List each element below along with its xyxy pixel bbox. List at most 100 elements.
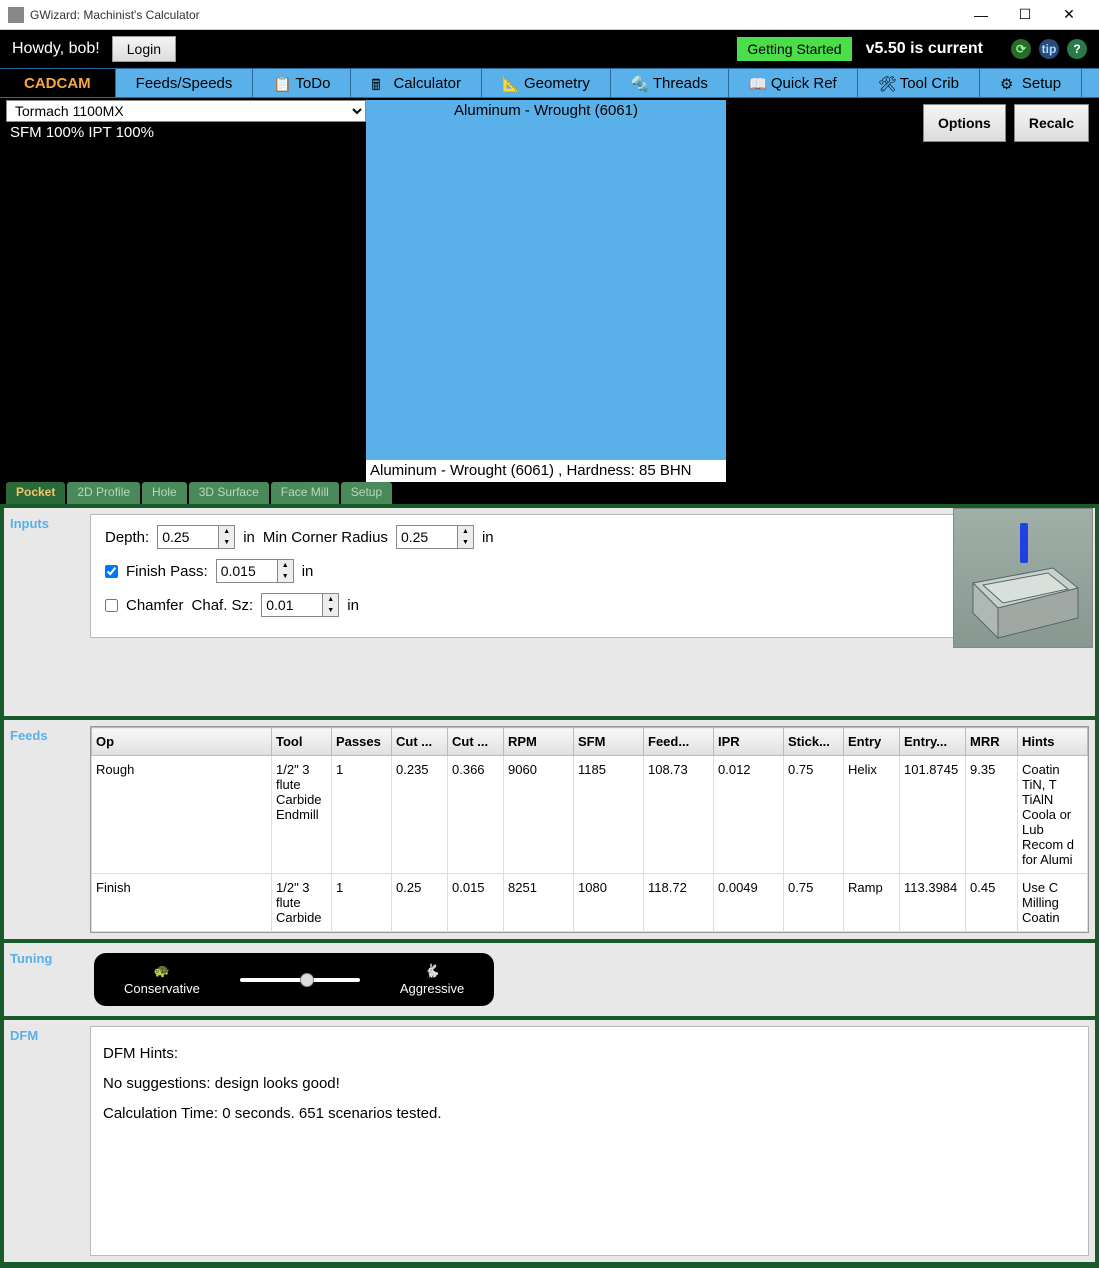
feeds-column-header[interactable]: Cut ... — [392, 728, 448, 756]
chamfer-size-unit: in — [347, 597, 359, 614]
subtab-3d-surface[interactable]: 3D Surface — [189, 482, 269, 504]
chamfer-size-input[interactable]: ▲▼ — [261, 593, 339, 617]
main-tab-bar: CADCAM Feeds/Speeds 📋ToDo 🖩Calculator 📐G… — [0, 68, 1099, 98]
dfm-line-2: Calculation Time: 0 seconds. 651 scenari… — [103, 1099, 1076, 1129]
table-cell: 9.35 — [966, 756, 1018, 874]
up-arrow-icon[interactable]: ▲ — [219, 526, 234, 537]
feeds-column-header[interactable]: Hints — [1018, 728, 1088, 756]
feeds-column-header[interactable]: Passes — [332, 728, 392, 756]
table-cell: 0.012 — [714, 756, 784, 874]
depth-unit: in — [243, 529, 255, 546]
finish-pass-input[interactable]: ▲▼ — [216, 559, 294, 583]
table-cell: 1 — [332, 874, 392, 932]
tab-calculator[interactable]: 🖩Calculator — [351, 69, 482, 97]
feeds-column-header[interactable]: SFM — [574, 728, 644, 756]
corner-radius-unit: in — [482, 529, 494, 546]
tab-threads[interactable]: 🔩Threads — [611, 69, 729, 97]
tab-todo[interactable]: 📋ToDo — [253, 69, 351, 97]
help-icon[interactable]: ? — [1067, 39, 1087, 59]
finish-pass-unit: in — [302, 563, 314, 580]
feeds-column-header[interactable]: Entry — [844, 728, 900, 756]
feeds-column-header[interactable]: Stick... — [784, 728, 844, 756]
feeds-column-header[interactable]: Tool — [272, 728, 332, 756]
tab-geometry[interactable]: 📐Geometry — [482, 69, 611, 97]
feeds-section: Feeds OpToolPassesCut ...Cut ...RPMSFMFe… — [3, 719, 1096, 940]
calculator-icon: 🖩 — [371, 75, 387, 91]
maximize-button[interactable]: ☐ — [1003, 1, 1047, 29]
inputs-section-label: Inputs — [4, 508, 84, 716]
minimize-button[interactable]: — — [959, 1, 1003, 29]
subtab-pocket[interactable]: Pocket — [6, 482, 65, 504]
down-arrow-icon[interactable]: ▼ — [278, 571, 293, 582]
table-cell: 118.72 — [644, 874, 714, 932]
corner-radius-input[interactable]: ▲▼ — [396, 525, 474, 549]
feeds-column-header[interactable]: Entry... — [900, 728, 966, 756]
tab-feeds-speeds[interactable]: Feeds/Speeds — [116, 69, 254, 97]
feeds-column-header[interactable]: Op — [92, 728, 272, 756]
feeds-section-label: Feeds — [4, 720, 84, 939]
hardness-label: Aluminum - Wrought (6061) , Hardness: 85… — [366, 460, 726, 482]
tab-quick-ref[interactable]: 📖Quick Ref — [729, 69, 858, 97]
down-arrow-icon[interactable]: ▼ — [323, 605, 338, 616]
table-cell: 1185 — [574, 756, 644, 874]
conservative-label: Conservative — [124, 981, 200, 996]
app-icon — [8, 7, 24, 23]
quickref-icon: 📖 — [749, 75, 765, 91]
material-banner[interactable]: Aluminum - Wrought (6061) — [366, 100, 726, 460]
finish-pass-checkbox[interactable] — [105, 565, 118, 578]
table-cell: 0.235 — [392, 756, 448, 874]
tab-tool-crib[interactable]: 🛠Tool Crib — [858, 69, 980, 97]
preview-3d-icon — [953, 508, 1093, 648]
recalc-button[interactable]: Recalc — [1014, 104, 1089, 142]
up-arrow-icon[interactable]: ▲ — [278, 560, 293, 571]
depth-input[interactable]: ▲▼ — [157, 525, 235, 549]
table-row[interactable]: Finish1/2" 3 flute Carbide10.250.0158251… — [92, 874, 1088, 932]
options-button[interactable]: Options — [923, 104, 1006, 142]
machine-select[interactable]: Tormach 1100MX — [6, 100, 366, 122]
setup-icon: ⚙ — [1000, 75, 1016, 91]
subtab-hole[interactable]: Hole — [142, 482, 187, 504]
tuning-slider[interactable] — [240, 978, 360, 982]
geometry-icon: 📐 — [502, 75, 518, 91]
feeds-column-header[interactable]: MRR — [966, 728, 1018, 756]
tab-setup[interactable]: ⚙Setup — [980, 69, 1082, 97]
greeting-text: Howdy, bob! — [12, 40, 100, 58]
tuning-slider-thumb[interactable] — [300, 973, 314, 987]
tip-icon[interactable]: tip — [1039, 39, 1059, 59]
feeds-column-header[interactable]: RPM — [504, 728, 574, 756]
corner-radius-label: Min Corner Radius — [263, 529, 388, 546]
chamfer-checkbox[interactable] — [105, 599, 118, 612]
feeds-table: OpToolPassesCut ...Cut ...RPMSFMFeed...I… — [91, 727, 1088, 932]
threads-icon: 🔩 — [631, 75, 647, 91]
getting-started-button[interactable]: Getting Started — [737, 37, 851, 61]
up-arrow-icon[interactable]: ▲ — [458, 526, 473, 537]
up-arrow-icon[interactable]: ▲ — [323, 594, 338, 605]
todo-icon: 📋 — [273, 75, 289, 91]
dfm-section-label: DFM — [4, 1020, 84, 1262]
subtab-2d-profile[interactable]: 2D Profile — [67, 482, 140, 504]
turtle-icon: 🐢 — [154, 963, 170, 979]
table-cell: 9060 — [504, 756, 574, 874]
depth-label: Depth: — [105, 529, 149, 546]
chamfer-label: Chamfer — [126, 597, 184, 614]
content-area: Inputs Depth: ▲▼ in Min Corner Radius ▲▼… — [0, 504, 1099, 1268]
subtab-setup[interactable]: Setup — [341, 482, 392, 504]
table-row[interactable]: Rough1/2" 3 flute Carbide Endmill10.2350… — [92, 756, 1088, 874]
feeds-table-scroll[interactable]: OpToolPassesCut ...Cut ...RPMSFMFeed...I… — [90, 726, 1089, 933]
login-button[interactable]: Login — [112, 36, 176, 62]
down-arrow-icon[interactable]: ▼ — [219, 537, 234, 548]
feeds-column-header[interactable]: Feed... — [644, 728, 714, 756]
table-cell: 1 — [332, 756, 392, 874]
user-bar: Howdy, bob! Login Getting Started v5.50 … — [0, 30, 1099, 68]
dfm-section: DFM DFM Hints: No suggestions: design lo… — [3, 1019, 1096, 1263]
tuning-section-label: Tuning — [4, 943, 84, 1016]
feeds-column-header[interactable]: IPR — [714, 728, 784, 756]
subtab-face-mill[interactable]: Face Mill — [271, 482, 339, 504]
inputs-section: Inputs Depth: ▲▼ in Min Corner Radius ▲▼… — [3, 507, 1096, 717]
down-arrow-icon[interactable]: ▼ — [458, 537, 473, 548]
refresh-icon[interactable]: ⟳ — [1011, 39, 1031, 59]
chamfer-size-label: Chaf. Sz: — [192, 597, 254, 614]
close-button[interactable]: ✕ — [1047, 1, 1091, 29]
feeds-column-header[interactable]: Cut ... — [448, 728, 504, 756]
tab-cadcam[interactable]: CADCAM — [0, 69, 116, 97]
